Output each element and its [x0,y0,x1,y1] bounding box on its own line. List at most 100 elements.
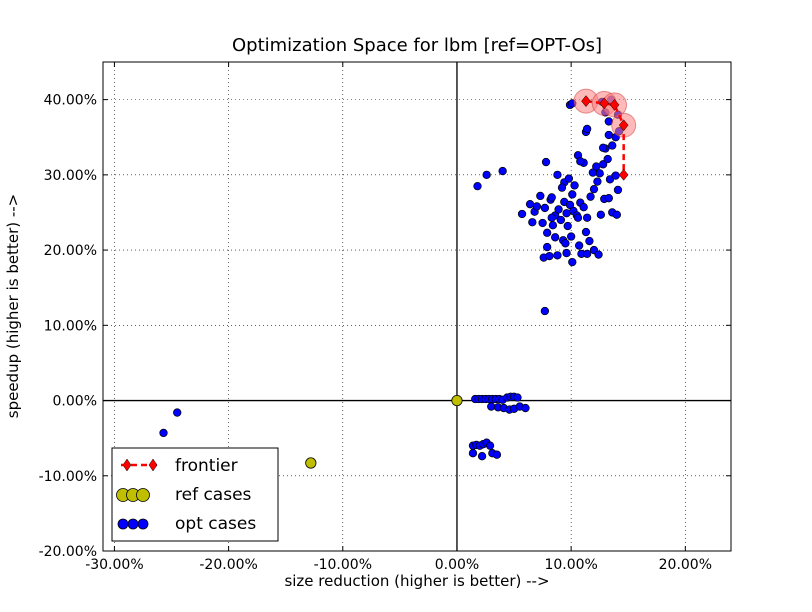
opt-case-point [562,209,571,218]
opt-case-point [517,209,527,219]
opt-case-point [521,403,530,413]
opt-case-point [553,170,562,179]
opt-case-point [612,210,621,219]
opt-case-point [541,157,551,167]
opt-case-point [562,248,571,258]
opt-case-point [593,177,602,186]
opt-case-point [595,169,604,178]
legend-ref-marker [136,488,150,502]
opt-case-point [589,184,599,194]
opt-case-point [540,306,550,316]
x-tick-label: -10.00% [314,557,372,573]
opt-case-point [570,181,579,190]
opt-case-point [608,141,617,150]
opt-case-point [604,130,613,140]
legend-frontier-marker [148,458,158,472]
opt-case-point [581,227,591,237]
legend-label-frontier: frontier [175,456,238,476]
opt-case-point [545,251,554,261]
opt-case-point [513,393,522,402]
opt-case-point [532,202,542,211]
zero-reference-lines [103,62,731,551]
opt-case-point [551,233,560,242]
data-marks [159,88,637,469]
y-tick-label: -20.00% [39,544,97,560]
opt-case-point [574,241,584,250]
opt-case-point [605,175,615,184]
opt-case-point [538,218,547,228]
opt-case-point [566,232,576,241]
axes-frame [102,61,732,552]
x-tick-label: -20.00% [199,557,257,573]
frontier-point [618,168,629,181]
opt-case-point [568,257,577,267]
opt-case-point [536,191,545,201]
x-tick-label: 0.00% [435,557,479,573]
legend-frontier-marker [122,458,132,472]
opt-case-point [557,183,567,192]
frontier-point [599,97,610,110]
y-tick-label: 30.00% [44,168,97,184]
opt-case-point [573,213,583,222]
opt-case-point [582,124,592,134]
opt-case-point [543,242,552,252]
opt-case-point [604,194,613,203]
ref-case-point [305,457,317,469]
opt-case-point [482,170,491,179]
opt-case-point [547,193,556,202]
opt-case-point [596,210,605,219]
opt-case-point [159,428,168,438]
opt-case-point [598,143,608,152]
opt-case-point [586,192,595,201]
opt-case-point [592,162,601,171]
opt-case-point [473,181,482,191]
opt-case-point [603,154,612,164]
opt-case-point [568,190,577,199]
y-tick-label: -10.00% [39,469,97,485]
opt-case-point [556,215,566,225]
y-tick-label: 40.00% [44,93,97,109]
legend-entry-frontier: frontier [121,456,238,476]
opt-case-point [525,200,535,209]
x-tick-label: 10.00% [544,557,597,573]
legend-entry-ref-cases: ref cases [116,485,252,505]
opt-case-point [582,213,592,222]
opt-case-point [540,203,550,213]
opt-case-point [485,441,495,450]
x-axis-label: size reduction (higher is better) --> [284,572,549,590]
y-axis-label: speedup (higher is better) --> [4,194,22,419]
axis-ticks: -30.00% -20.00% -10.00% 0.00% 10.00% 20.00%-2… [39,62,731,573]
opt-case-point [613,185,623,195]
legend-entry-opt-cases: opt cases [117,514,256,534]
legend-label-opt-cases: opt cases [175,514,256,534]
opt-case-point [611,171,620,180]
opt-case-point [468,449,478,458]
opt-case-point [563,221,572,231]
opt-case-point [477,452,487,461]
opt-case-point [553,251,562,260]
opt-case-point [543,228,552,237]
legend-opt-marker [127,518,139,530]
opt-case-point [579,203,588,212]
opt-case-point [554,205,563,214]
opt-case-point [585,236,594,246]
chart-title: Optimization Space for lbm [ref=OPT-Os] [232,35,602,56]
frontier-line [585,99,625,175]
opt-case-point [576,157,585,166]
y-tick-label: 0.00% [53,394,97,410]
y-tick-label: 10.00% [44,318,97,334]
legend-label-ref-cases: ref cases [175,485,252,505]
frontier-point [618,119,629,132]
x-tick-label: -30.00% [85,557,143,573]
opt-case-point [548,221,558,230]
legend-opt-marker [117,518,129,530]
y-tick-label: 20.00% [44,243,97,259]
opt-case-point [492,450,502,459]
legend-opt-marker [137,518,149,530]
opt-case-point [582,249,592,258]
ref-case-point [451,394,463,407]
frontier-point [609,98,620,111]
opt-case-point [564,174,574,183]
opt-case-point [528,218,537,227]
